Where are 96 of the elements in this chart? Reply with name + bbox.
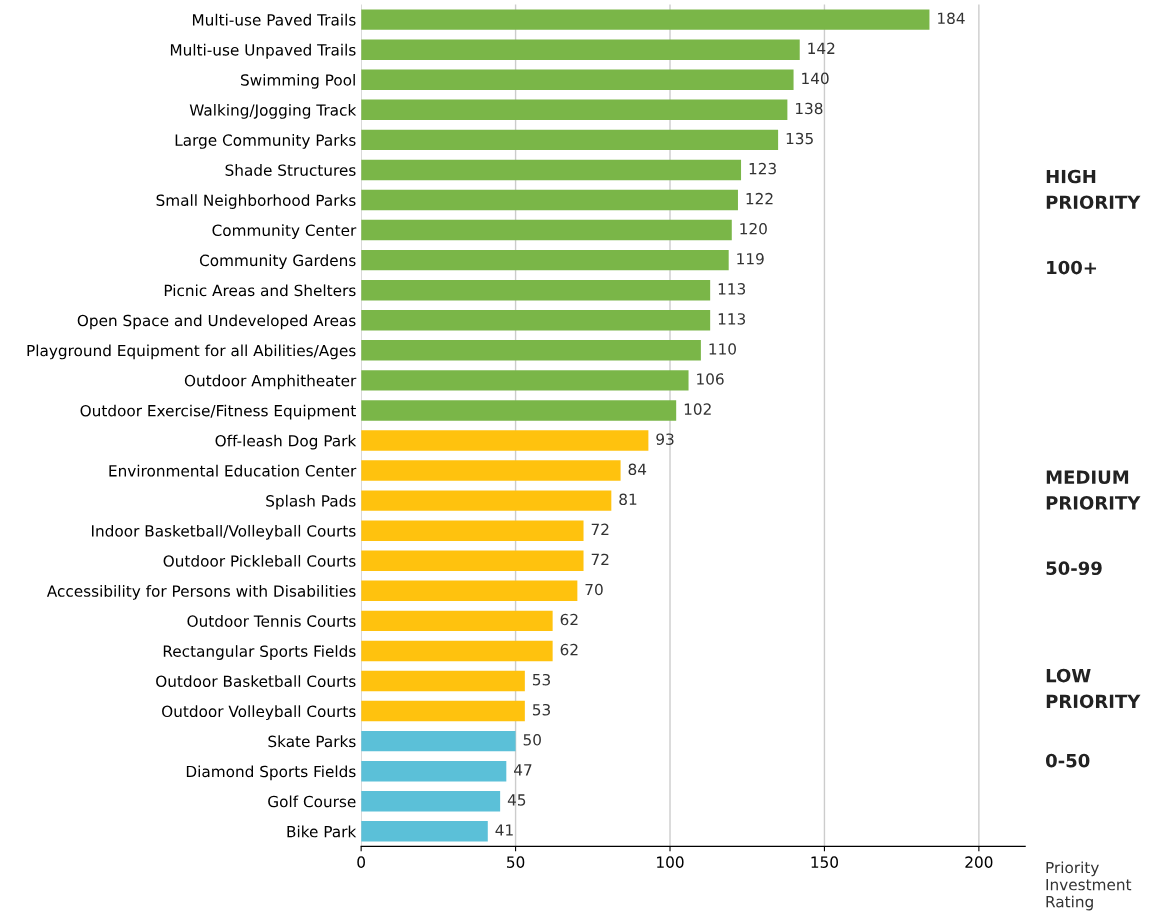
bar [361,219,732,241]
bar [361,520,584,541]
y-tick-label: Bike Park [287,825,357,838]
y-tick-label: Outdoor Pickleball Courts [163,554,356,567]
bar [361,370,689,391]
y-tick-label: Swimming Pool [241,73,355,89]
bar [361,610,553,632]
data-label: 50 [523,734,541,746]
data-label: 45 [507,794,526,806]
data-label: 84 [628,463,647,475]
y-tick-label: Playground Equipment for all Abilities/Ages [27,344,356,360]
data-label: 93 [656,433,674,445]
bar [361,9,930,30]
y-tick-label: Picnic Areas and Shelters [164,284,356,297]
y-tick-label: Community Gardens [199,254,356,270]
data-label: 70 [585,583,603,596]
bar [361,189,738,211]
data-label: 72 [591,523,609,535]
y-tick-label: Golf Course [268,795,356,808]
text: 100+ [1047,260,1097,275]
x-tick-label: 0 [357,856,365,868]
data-label: 53 [532,703,551,716]
y-tick-label: Multi-use Paved Trails [192,13,356,26]
data-label: 47 [514,764,532,776]
bar [361,430,649,451]
bar [361,580,578,602]
data-label: 81 [619,493,637,506]
y-tick-label: Off-leash Dog Park [215,434,357,450]
y-tick-label: Outdoor Volleyball Courts [162,705,356,721]
bar [361,821,488,842]
bar [361,69,794,90]
y-tick-label: Shade Structures [225,164,356,176]
data-label: 142 [808,42,835,54]
text: MEDIUM PRIORITY [1046,470,1141,510]
y-tick-label: Large Community Parks [175,134,356,149]
data-label: 113 [718,283,746,295]
y-tick-label: Environmental Education Center [109,464,357,477]
bar [361,460,621,481]
bar [361,490,612,511]
y-tick-label: Outdoor Exercise/Fitness Equipment [80,404,356,420]
y-tick-label: Diamond Sports Fields [186,765,356,781]
data-label: 110 [709,343,736,355]
y-tick-label: Open Space and Undeveloped Areas [77,314,356,330]
bar [361,310,711,331]
data-label: 135 [786,132,813,145]
data-label: 122 [746,192,773,205]
bar [361,279,711,301]
data-label: 102 [684,403,711,415]
data-label: 62 [560,643,578,656]
data-label: 184 [938,12,965,25]
y-tick-label: Community Center [212,224,357,240]
x-tick-label: 200 [965,856,993,868]
bar [361,760,507,782]
text: 50-99 [1046,561,1102,576]
y-tick-label: Accessibility for Persons with Disabilities [46,585,356,600]
y-tick-label: Outdoor Basketball Courts [156,675,356,688]
bar [361,340,701,361]
data-label: 72 [591,553,609,565]
data-label: 62 [560,613,578,626]
bar [361,700,525,722]
x-tick-label: 150 [811,856,839,868]
bar [361,39,800,60]
bar [361,400,677,421]
data-label: 123 [749,162,776,175]
y-tick-label: Small Neighborhood Parks [156,194,356,209]
data-label: 140 [802,72,829,85]
x-axis-title: Priority Investment Rating [1046,861,1132,911]
y-tick-label: Rectangular Sports Fields [163,645,356,660]
text: LOW PRIORITY [1046,668,1141,709]
bar [361,159,742,181]
data-label: 120 [740,222,767,235]
data-label: 106 [697,373,724,385]
y-tick-label: Skate Parks [268,735,356,748]
bar [361,640,553,662]
bar [361,550,584,571]
data-label: 41 [495,824,513,836]
data-label: 138 [796,102,823,115]
y-tick-label: Splash Pads [266,494,356,510]
x-tick-label: 100 [657,856,684,868]
data-label: 53 [532,673,551,686]
x-tick-label: 50 [507,856,525,868]
y-tick-label: Outdoor Amphitheater [184,374,357,390]
bar [361,730,516,752]
y-tick-label: Walking/Jogging Track [189,104,357,119]
bar [361,129,779,151]
text: 0-50 [1045,753,1090,768]
y-tick-label: Indoor Basketball/Volleyball Courts [92,524,356,540]
data-label: 119 [737,253,764,265]
data-label: 113 [718,313,746,325]
y-tick-label: Outdoor Tennis Courts [187,615,356,627]
bar [361,791,501,812]
y-tick-label: Multi-use Unpaved Trails [170,43,356,59]
bar [361,670,525,692]
bar [361,99,788,121]
text: HIGH PRIORITY [1046,169,1141,210]
bar [361,249,729,271]
